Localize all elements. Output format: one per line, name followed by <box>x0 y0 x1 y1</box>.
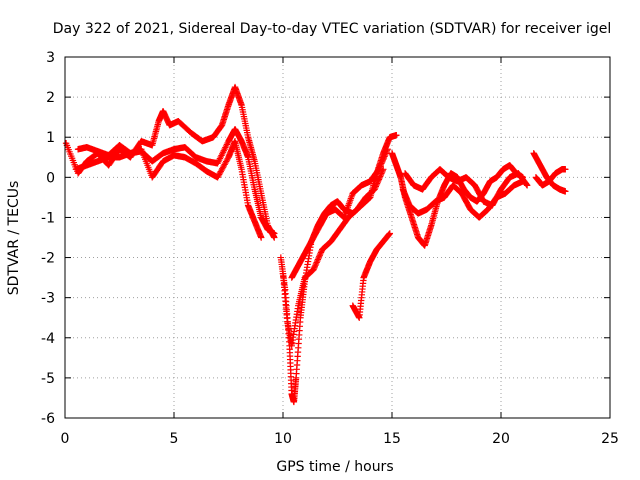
data-point <box>317 249 325 256</box>
data-point <box>523 182 531 189</box>
y-tick-label: -2 <box>41 251 55 267</box>
data-point <box>381 153 388 160</box>
data-point <box>312 262 319 269</box>
data-point <box>377 161 384 169</box>
x-tick-label: 20 <box>492 431 510 447</box>
data-point <box>310 264 318 272</box>
data-point <box>375 176 383 183</box>
data-point <box>315 254 322 262</box>
data-point <box>378 158 386 166</box>
data-point <box>258 234 265 241</box>
data-point <box>376 163 384 170</box>
data-point <box>376 164 383 172</box>
data-point <box>314 256 322 263</box>
data-point <box>373 180 381 187</box>
data-point <box>377 171 384 179</box>
data-point <box>378 160 385 167</box>
data-point <box>383 148 390 156</box>
data-point <box>380 154 388 162</box>
y-tick-label: 0 <box>46 170 55 186</box>
x-tick-label: 5 <box>170 431 179 447</box>
data-point <box>381 151 389 159</box>
data-point <box>372 183 380 190</box>
y-tick-label: -1 <box>41 210 55 226</box>
data-point <box>379 157 386 164</box>
chart-title: Day 322 of 2021, Sidereal Day-to-day VTE… <box>53 21 612 37</box>
data-point <box>371 186 378 193</box>
axis-ticks: 0 5 10 15 20 25 -6 -5 -4 -3 -2 -1 0 1 2 3 <box>41 50 619 447</box>
y-tick-label: 3 <box>46 50 55 66</box>
data-point <box>376 174 383 182</box>
plot-frame <box>64 56 611 419</box>
data-point <box>384 146 391 153</box>
data-point <box>271 230 278 237</box>
data-point <box>312 260 320 268</box>
x-axis-label: GPS time / hours <box>276 459 393 475</box>
data-point <box>313 259 320 266</box>
data-point <box>380 166 387 173</box>
data-point <box>379 167 386 174</box>
data-point <box>380 156 387 163</box>
data-point <box>310 266 317 273</box>
grid-lines <box>65 57 610 418</box>
data-point <box>378 168 386 176</box>
data-points <box>62 83 569 406</box>
data-point <box>311 263 318 270</box>
x-tick-label: 15 <box>383 431 401 447</box>
data-point <box>523 181 530 188</box>
data-point <box>373 181 380 189</box>
data-point <box>316 252 323 259</box>
y-tick-label: 1 <box>46 130 55 146</box>
data-point <box>376 173 384 180</box>
data-point <box>314 257 321 265</box>
data-point <box>315 253 323 260</box>
y-tick-label: 2 <box>46 90 55 106</box>
y-tick-label: -3 <box>41 291 55 307</box>
y-tick-label: -4 <box>41 331 55 347</box>
data-point <box>562 188 569 195</box>
data-point <box>317 250 324 258</box>
y-tick-label: -6 <box>41 411 55 427</box>
x-tick-label: 0 <box>61 431 70 447</box>
data-point <box>386 230 394 237</box>
data-point <box>383 147 391 154</box>
data-point <box>393 132 400 139</box>
data-point <box>562 166 569 173</box>
data-point <box>382 150 389 157</box>
data-point <box>371 184 379 192</box>
x-tick-label: 25 <box>601 431 619 447</box>
x-tick-label: 10 <box>274 431 292 447</box>
data-point <box>375 177 382 184</box>
data-point <box>378 170 385 177</box>
data-point <box>374 179 381 186</box>
y-axis-label: SDTVAR / TECUs <box>6 181 22 296</box>
y-tick-label: -5 <box>41 371 55 387</box>
